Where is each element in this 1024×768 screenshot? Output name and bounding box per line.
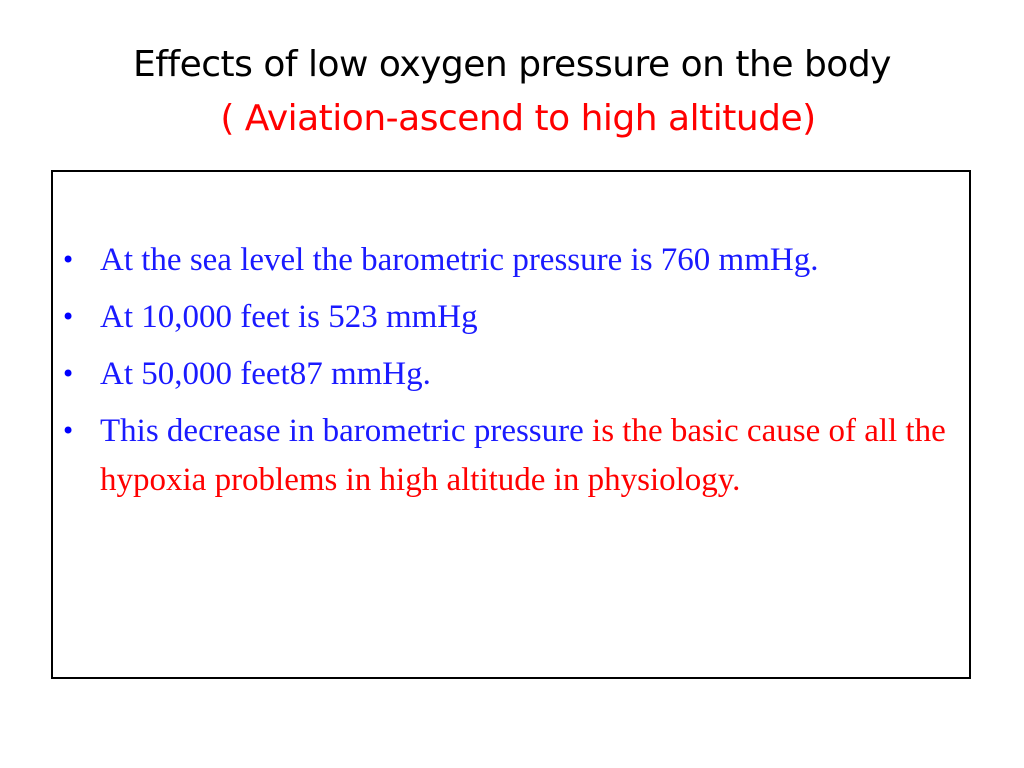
bullet-text-red: is the basic cause of all the hypoxia pr… bbox=[100, 413, 946, 498]
bullet-dot-icon: • bbox=[61, 417, 76, 445]
bullet-dot-icon: • bbox=[61, 246, 76, 274]
content-box: • At the sea level the barometric pressu… bbox=[51, 170, 971, 679]
bullet-text-blue: This decrease in barometric pressure bbox=[100, 413, 593, 449]
bullet-text: At 50,000 feet87 mmHg. bbox=[100, 356, 431, 392]
slide-title-block: Effects of low oxygen pressure on the bo… bbox=[0, 38, 1024, 146]
bullet-text: At the sea level the barometric pressure… bbox=[100, 242, 819, 278]
bullet-item-50000-feet: • At 50,000 feet87 mmHg. bbox=[53, 350, 953, 399]
bullet-item-10000-feet: • At 10,000 feet is 523 mmHg bbox=[53, 293, 953, 342]
bullet-text: At 10,000 feet is 523 mmHg bbox=[100, 299, 478, 335]
slide-title: Effects of low oxygen pressure on the bo… bbox=[133, 44, 891, 85]
bullet-list: • At the sea level the barometric pressu… bbox=[53, 236, 953, 513]
slide-subtitle: ( Aviation-ascend to high altitude) bbox=[220, 98, 816, 139]
bullet-item-sea-level: • At the sea level the barometric pressu… bbox=[53, 236, 953, 285]
bullet-dot-icon: • bbox=[61, 360, 76, 388]
bullet-dot-icon: • bbox=[61, 303, 76, 331]
bullet-item-decrease-cause: • This decrease in barometric pressure i… bbox=[53, 407, 953, 505]
